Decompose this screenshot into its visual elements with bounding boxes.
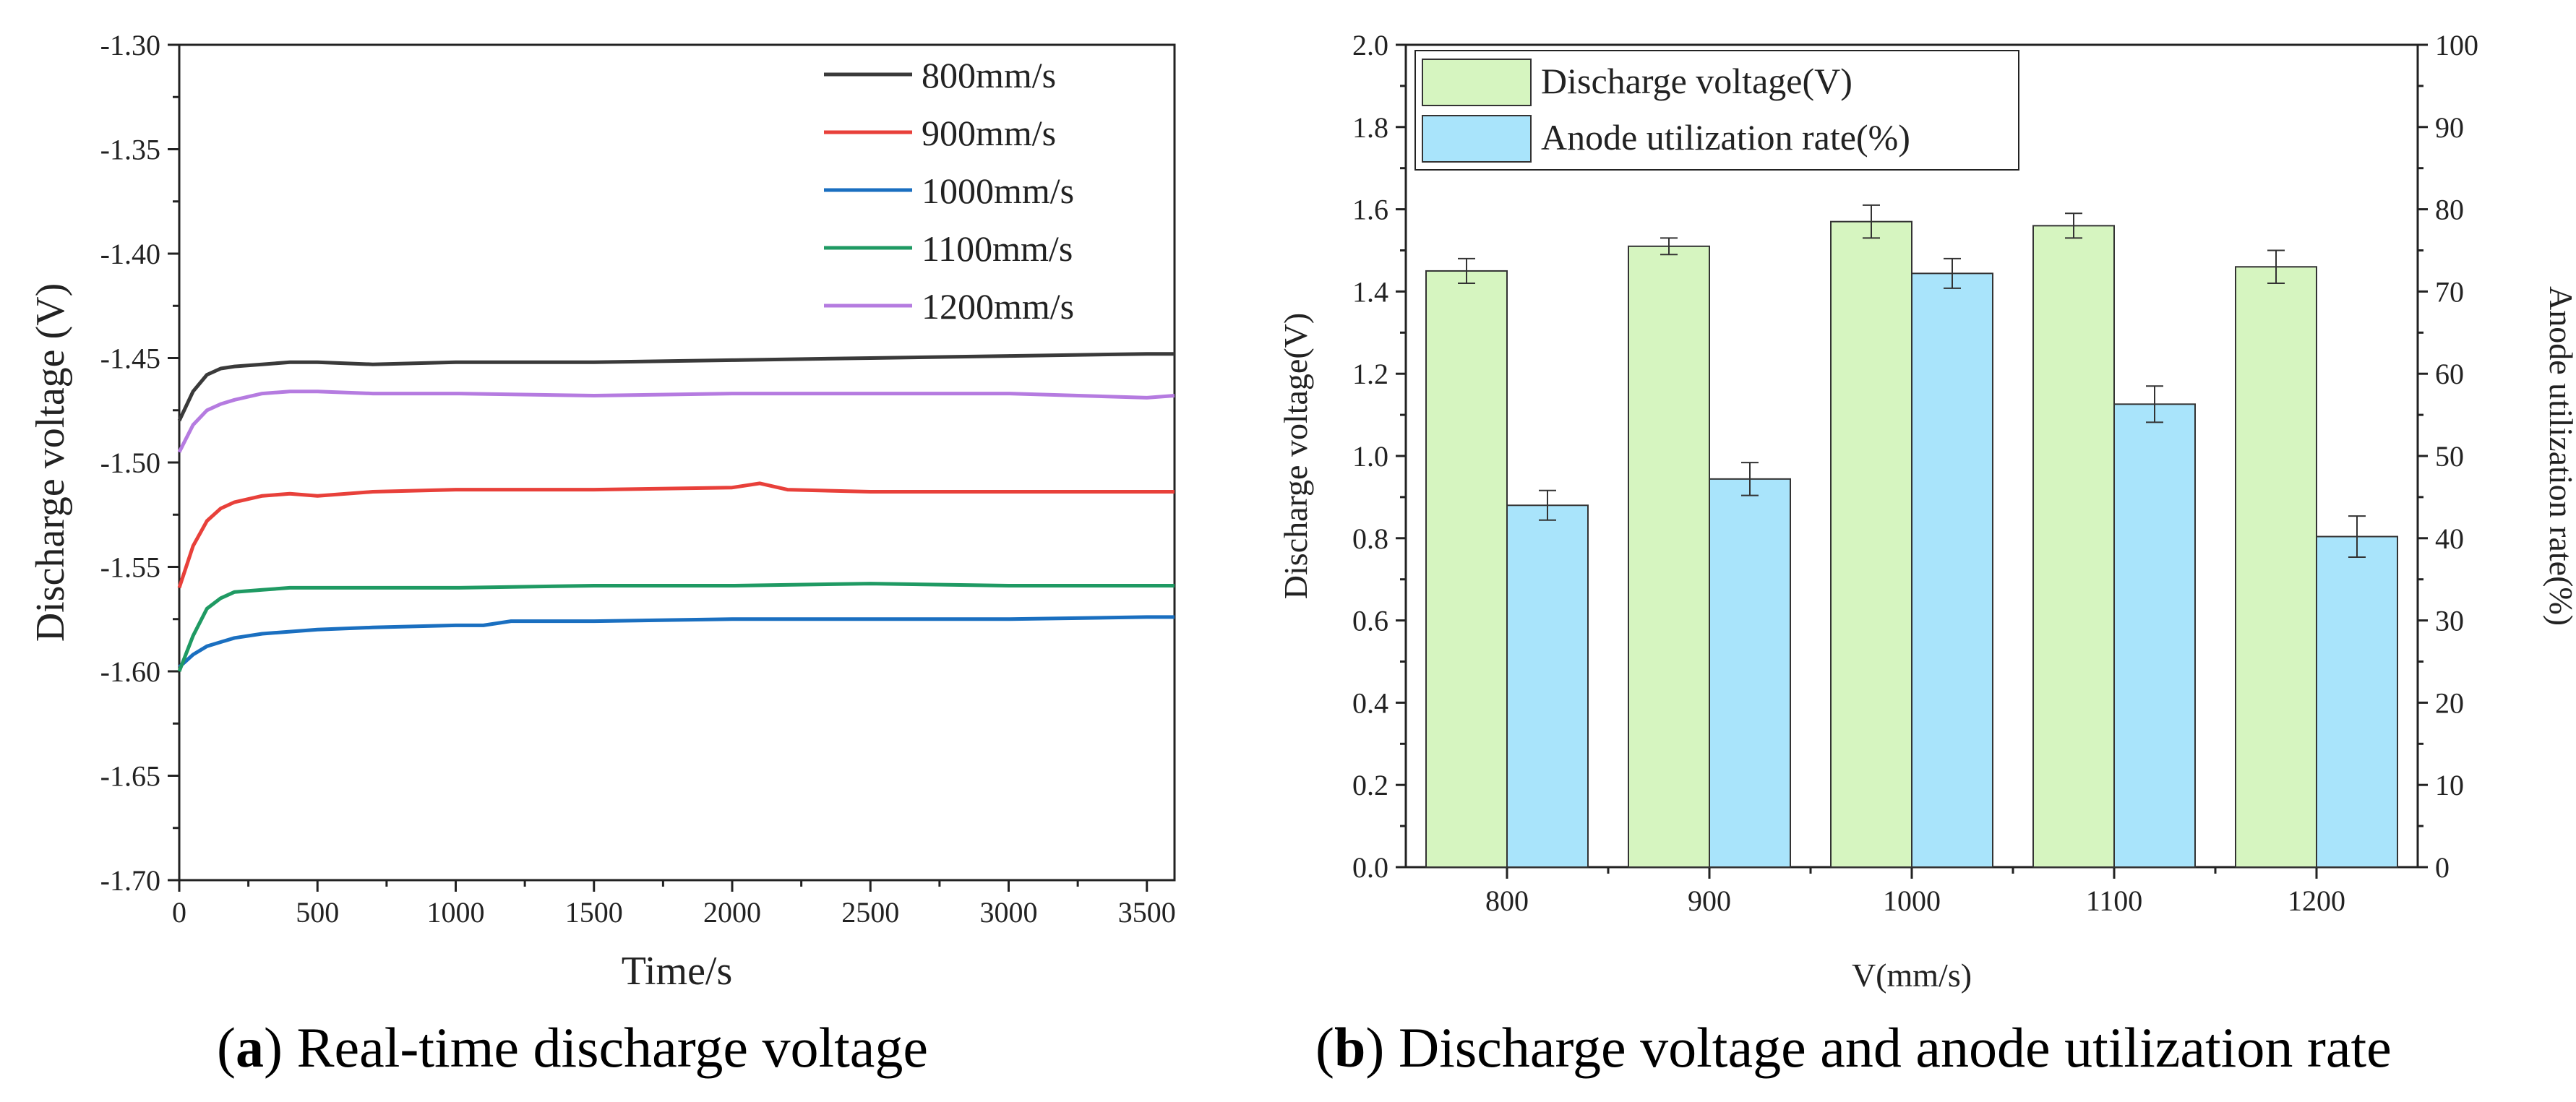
bar-anode-utilization <box>1911 272 1993 868</box>
y-tick-label-a: -1.35 <box>100 134 160 166</box>
y-axis-title-b-left: Discharge voltage(V) <box>1277 313 1314 599</box>
series-line-900mm-s <box>177 481 1175 589</box>
y-tick-label-b-right: 10 <box>2435 769 2464 801</box>
y-tick-label-b-left: 2.0 <box>1352 29 1388 61</box>
series-line-1200mm-s <box>177 389 1175 453</box>
caption-b-text: Discharge voltage and anode utilization … <box>1398 1016 2392 1079</box>
y-axis-title-a: Discharge voltage (V) <box>28 283 73 642</box>
legend-swatch-b <box>1422 115 1532 163</box>
y-tick-label-a: -1.40 <box>100 238 160 270</box>
bar-anode-utilization <box>2316 535 2398 868</box>
x-tick-label-a: 3000 <box>980 896 1038 929</box>
y-tick-label-b-right: 100 <box>2435 29 2478 61</box>
y-tick-label-b-right: 70 <box>2435 275 2464 308</box>
y-tick-label-a: -1.30 <box>100 29 160 61</box>
panel-b-bar-chart: 0.0 0.2 0.4 0.6 0.8 1.0 1.2 1.4 1.6 1.8 2.0 0 10 20 30… <box>1277 29 2576 994</box>
y-tick-label-b-left: 1.0 <box>1352 440 1388 473</box>
bar-anode-utilization <box>2113 403 2196 868</box>
y-tick-label-b-left: 1.8 <box>1352 111 1388 144</box>
series-line-1000mm-s <box>178 615 1175 669</box>
y-tick-label-b-right: 80 <box>2435 194 2464 226</box>
y-tick-label-b-right: 0 <box>2435 851 2450 884</box>
y-tick-label-b-right: 60 <box>2435 358 2464 390</box>
bar-discharge-voltage <box>2032 225 2115 868</box>
legend-label-a: 1100mm/s <box>922 228 1073 269</box>
x-tick-label-b: 1000 <box>1883 884 1941 917</box>
y-tick-label-b-right: 40 <box>2435 522 2464 555</box>
y-tick-label-b-right: 50 <box>2435 440 2464 473</box>
bar-discharge-voltage <box>1425 270 1508 868</box>
bar-anode-utilization <box>1506 504 1589 869</box>
x-tick-label-b: 1100 <box>2086 884 2143 917</box>
caption-b: (b) Discharge voltage and anode utilizat… <box>1315 1016 2392 1079</box>
x-tick-label-a: 2500 <box>841 896 899 929</box>
y-tick-label-b-left: 0.6 <box>1352 605 1388 637</box>
y-tick-label-b-left: 0.4 <box>1352 686 1388 719</box>
x-tick-label-a: 500 <box>296 896 339 929</box>
bar-anode-utilization <box>1709 478 1791 868</box>
x-tick-label-a: 1500 <box>565 896 623 929</box>
y-tick-label-a: -1.55 <box>100 551 160 584</box>
y-tick-label-a: -1.50 <box>100 447 160 479</box>
legend-label-b: Anode utilization rate(%) <box>1541 117 1910 158</box>
x-tick-label-a: 0 <box>172 896 186 929</box>
y-tick-label-a: -1.70 <box>100 864 160 897</box>
legend-label-a: 1000mm/s <box>922 171 1074 211</box>
x-tick-label-a: 2000 <box>703 896 761 929</box>
y-tick-label-b-left: 1.4 <box>1352 275 1388 308</box>
legend-swatch-b <box>1422 59 1532 106</box>
y-tick-label-b-left: 1.2 <box>1352 358 1388 390</box>
legend-label-a: 1200mm/s <box>922 286 1074 327</box>
y-tick-label-b-right: 90 <box>2435 111 2464 144</box>
series-line-1100mm-s <box>177 582 1175 672</box>
legend-label-a: 800mm/s <box>922 55 1056 95</box>
y-tick-label-b-left: 0.0 <box>1352 851 1388 884</box>
y-tick-label-b-left: 1.6 <box>1352 194 1388 226</box>
y-tick-label-a: -1.65 <box>100 760 160 793</box>
caption-a-text: Real-time discharge voltage <box>296 1016 929 1079</box>
x-tick-label-b: 900 <box>1688 884 1731 917</box>
x-tick-label-b: 1200 <box>2288 884 2345 917</box>
panel-a-line-chart: -1.30 -1.35 -1.40 -1.45 -1.50 -1.55 -1.60 -1.65… <box>28 29 1176 994</box>
x-axis-title-a: Time/s <box>622 949 733 994</box>
caption-a: (a) Real-time discharge voltage <box>217 1016 929 1079</box>
x-axis-title-b: V(mm/s) <box>1852 957 1972 994</box>
bar-discharge-voltage <box>1628 245 1710 868</box>
y-tick-label-b-right: 30 <box>2435 605 2464 637</box>
y-tick-label-b-left: 0.2 <box>1352 769 1388 801</box>
x-tick-label-b: 800 <box>1485 884 1529 917</box>
y-tick-label-a: -1.45 <box>100 343 160 375</box>
y-axis-title-b-right: Anode utilization rate(%) <box>2543 286 2576 626</box>
y-tick-label-b-right: 20 <box>2435 686 2464 719</box>
legend-label-b: Discharge voltage(V) <box>1541 61 1852 101</box>
legend-label-a: 900mm/s <box>922 113 1056 153</box>
series-line-800mm-s <box>177 352 1175 422</box>
caption-a-letter: a <box>235 1016 264 1079</box>
bar-discharge-voltage <box>2235 266 2317 868</box>
bar-discharge-voltage <box>1830 220 1912 869</box>
y-tick-label-a: -1.60 <box>100 655 160 688</box>
x-tick-label-a: 3500 <box>1118 896 1176 929</box>
caption-b-letter: b <box>1334 1016 1366 1079</box>
x-tick-label-a: 1000 <box>427 896 485 929</box>
y-tick-label-b-left: 0.8 <box>1352 522 1388 555</box>
